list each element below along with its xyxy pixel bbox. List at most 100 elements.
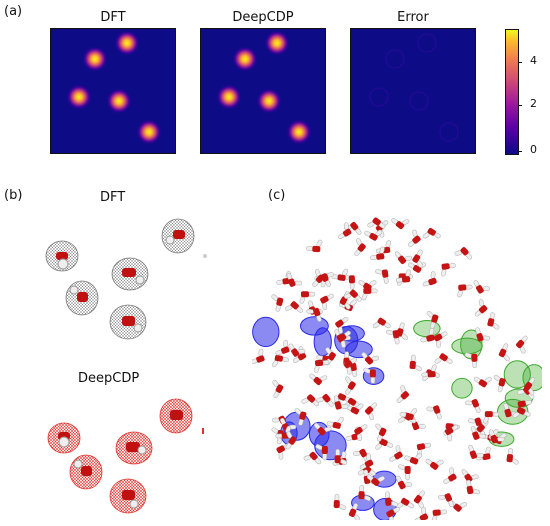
water-molecule: [313, 359, 330, 373]
water-molecule: [303, 451, 322, 465]
water-molecule: [333, 493, 347, 510]
water-molecule: [115, 431, 153, 465]
density-spot: [82, 46, 108, 72]
water-molecule: [272, 380, 284, 398]
water-molecule: [425, 458, 444, 470]
colorbar-tick: 4: [530, 54, 537, 67]
water-molecule: [475, 327, 491, 342]
water-molecule: [333, 395, 349, 410]
water-molecule: [461, 469, 479, 483]
water-molecule: [408, 229, 421, 247]
water-molecule: [391, 218, 410, 230]
water-molecule: [516, 335, 528, 354]
water-molecule: [434, 353, 453, 364]
water-molecule: [285, 431, 297, 450]
water-molecule: [414, 507, 429, 520]
water-molecule: [359, 453, 374, 470]
water-molecule: [364, 402, 377, 421]
water-molecule: [294, 408, 307, 426]
density-mesh: [451, 377, 473, 399]
water-molecule: [109, 304, 147, 340]
density-spot: [114, 30, 140, 56]
water-molecule: [309, 373, 328, 386]
water-molecule: [301, 394, 320, 407]
water-molecule: [396, 385, 410, 403]
colorbar-tick: 0: [530, 143, 537, 156]
water-molecule: [367, 217, 386, 229]
panel-b-title-bottom: DeepCDP: [78, 371, 140, 386]
water-molecule: [395, 269, 411, 283]
water-molecule: [343, 357, 358, 375]
map-title-dft: DFT: [100, 10, 126, 25]
density-mesh: [413, 319, 441, 338]
water-molecule: [312, 269, 325, 287]
water-molecule: [398, 464, 411, 481]
water-molecule: [285, 301, 303, 313]
water-molecule: [345, 376, 356, 395]
water-molecule: [506, 447, 519, 465]
water-molecule: [466, 479, 481, 495]
water-molecule: [271, 294, 284, 312]
water-molecule: [363, 367, 376, 384]
water-molecule: [385, 491, 399, 507]
water-molecule: [316, 394, 334, 407]
water-molecule: [444, 424, 459, 442]
water-molecule: [512, 407, 531, 419]
water-molecule: [299, 291, 316, 304]
water-molecule: [320, 293, 334, 310]
water-molecule: [275, 339, 290, 356]
water-molecule: [396, 497, 415, 509]
water-molecule: [473, 280, 491, 294]
water-molecule: [286, 272, 303, 287]
water-molecule: [422, 227, 441, 239]
water-molecule: [338, 222, 352, 240]
water-molecule: [366, 474, 385, 486]
density-map-dft: [50, 28, 176, 154]
map-title-error: Error: [397, 10, 429, 25]
water-molecule: [389, 445, 403, 462]
water-molecule: [422, 271, 437, 287]
density-spot: [256, 88, 282, 114]
water-molecule: [335, 316, 349, 334]
water-molecule: [372, 317, 391, 329]
water-molecule: [433, 331, 448, 348]
water-molecule: [420, 327, 435, 343]
water-molecule: [375, 438, 394, 450]
water-molecule: [358, 484, 371, 501]
water-molecule: [483, 411, 500, 424]
water-molecule: [386, 507, 400, 520]
water-molecule: [326, 416, 344, 429]
water-molecule: [306, 239, 323, 253]
water-molecule: [386, 329, 400, 345]
water-molecule: [354, 424, 368, 441]
panel-b-label: (b): [4, 188, 23, 203]
molecules-dft: [45, 218, 207, 340]
molecules-deepcdp: [47, 398, 204, 514]
water-molecule: [252, 348, 265, 365]
water-molecule: [412, 249, 423, 268]
water-molecule: [396, 322, 408, 341]
water-molecule: [275, 425, 292, 439]
map-title-deepcdp: DeepCDP: [232, 10, 294, 25]
water-molecule: [409, 354, 422, 372]
water-molecule: [361, 287, 378, 301]
water-molecule: [524, 377, 536, 396]
water-molecule: [399, 408, 418, 420]
water-molecule: [395, 475, 413, 490]
water-molecule: [45, 240, 79, 272]
density-spot: [106, 88, 132, 114]
water-molecule: [344, 221, 362, 235]
water-molecule: [109, 478, 147, 514]
density-map-deepcdp: [200, 28, 326, 154]
water-molecule: [69, 454, 103, 490]
water-molecule: [487, 312, 500, 330]
water-cluster-snapshot: [252, 217, 542, 520]
water-molecule: [421, 364, 437, 378]
density-map-error: [350, 28, 476, 154]
water-molecule: [440, 263, 456, 277]
water-molecule: [443, 467, 457, 484]
water-molecule: [271, 354, 289, 368]
water-molecule: [65, 280, 99, 316]
density-spot: [264, 30, 290, 56]
water-molecule: [470, 425, 487, 440]
